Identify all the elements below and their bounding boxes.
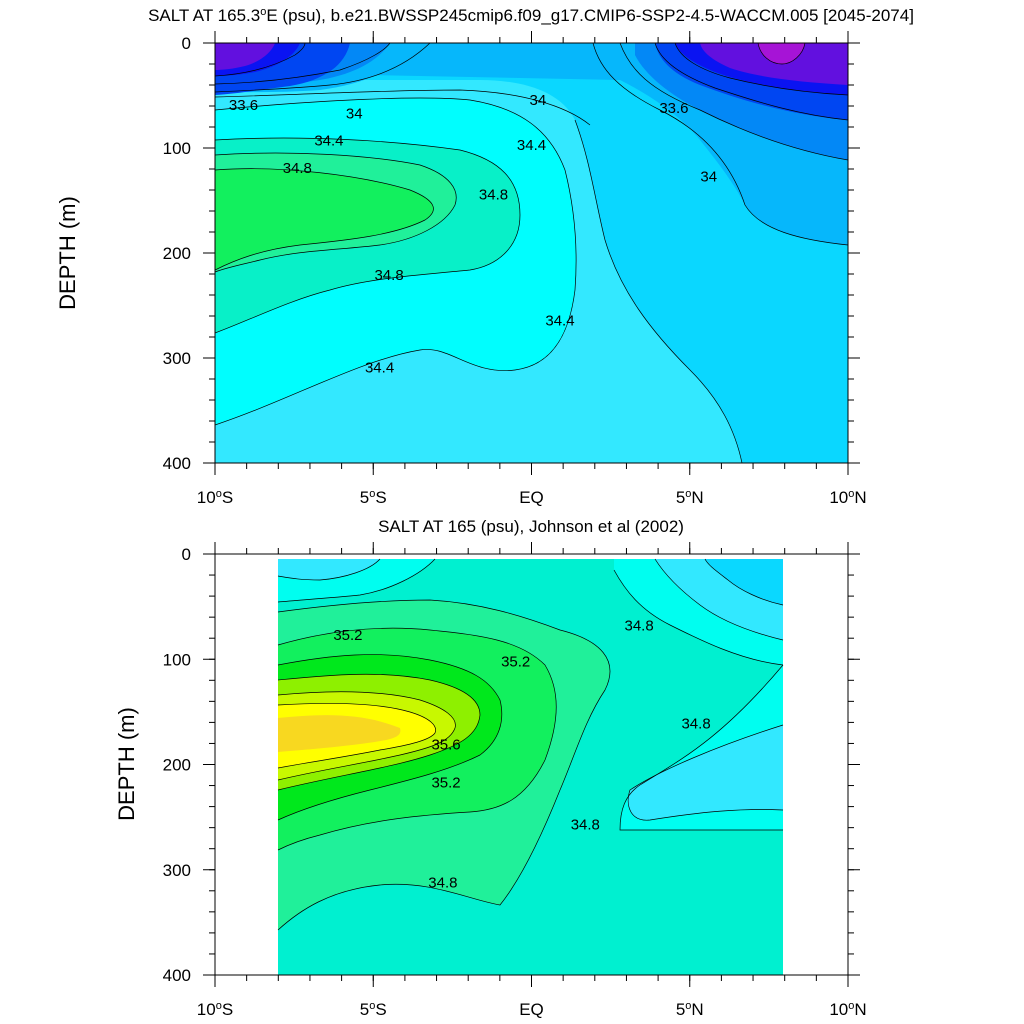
fill-level-35.7 [278, 715, 401, 752]
contour-label: 34.8 [571, 817, 600, 834]
contour-line [215, 168, 434, 271]
fill-level-35.0 [215, 168, 434, 270]
contour-label: 34.8 [681, 716, 710, 733]
chart-title: SALT AT 165.3oE (psu), b.e21.BWSSP245cmi… [148, 6, 914, 25]
contour-line [215, 152, 457, 273]
contour-fill [215, 43, 848, 463]
y-tick-label: 0 [182, 34, 191, 53]
fill-level-32.8 [758, 43, 805, 64]
contour-line [215, 137, 521, 334]
y-tick-label: 0 [182, 545, 191, 564]
contour-line [757, 43, 806, 65]
contour-label: 34.8 [374, 267, 403, 284]
contour-line [277, 691, 456, 781]
x-tick-label: 5oN [676, 1000, 704, 1019]
panel-observations: SALT AT 165 (psu), Johnson et al (2002) [114, 517, 867, 1019]
fill-level-33.0 [215, 43, 275, 70]
contour-label: 34.4 [517, 137, 546, 154]
contour-lines [277, 558, 784, 931]
y-tick-label: 100 [163, 650, 191, 669]
contour-line [619, 664, 784, 831]
contour-line [277, 703, 436, 769]
panel-model: SALT AT 165.3oE (psu), b.e21.BWSSP245cmi… [55, 6, 914, 507]
y-tick-label: 400 [163, 966, 191, 985]
contour-line [627, 724, 784, 821]
contour-line [592, 43, 848, 246]
y-tick-label: 400 [163, 454, 191, 473]
contour-label: 34.4 [365, 360, 394, 377]
contour-line [215, 97, 577, 426]
contour-line [277, 673, 481, 791]
contour-label: 34.8 [479, 186, 508, 203]
y-tick-label: 300 [163, 349, 191, 368]
contour-line [277, 558, 381, 581]
contour-line [574, 119, 743, 463]
contour-label: 33.6 [229, 97, 258, 114]
fill-level-34.2 [705, 559, 783, 605]
contour-label: 34.8 [625, 618, 654, 635]
contour-line [674, 43, 848, 96]
contour-label: 34 [346, 105, 363, 122]
contour-label: 35.2 [431, 774, 460, 791]
contour-line [277, 654, 503, 821]
contour-line [215, 43, 431, 93]
x-tick-label: 5oS [360, 1000, 387, 1019]
y-tick-label: 200 [163, 756, 191, 775]
contour-line [619, 43, 848, 161]
contour-line [654, 558, 784, 641]
x-tick-label: EQ [519, 488, 544, 507]
contour-lines [215, 43, 848, 463]
contour-label: 34.8 [428, 874, 457, 891]
contour-label: 34.4 [545, 312, 574, 329]
x-tick-label: 10oS [197, 488, 233, 507]
x-tick-label: 10oN [829, 488, 866, 507]
contour-line [704, 558, 784, 606]
contour-label: 34.8 [283, 160, 312, 177]
contour-line [277, 599, 611, 931]
contour-label: 35.6 [431, 737, 460, 754]
x-tick-label: 5oS [360, 488, 387, 507]
fill-level-34.4 [628, 725, 783, 821]
fill-level-34.0 [215, 43, 848, 463]
chart-title: SALT AT 165 (psu), Johnson et al (2002) [378, 517, 684, 536]
axes: 10oS 5oS EQ 5oN 10oN 0 100 200 300 400 [163, 542, 867, 1019]
contour-line [277, 558, 436, 603]
y-tick-label: 100 [163, 139, 191, 158]
fill-level-33.0 [700, 43, 848, 85]
y-tick-label: 200 [163, 244, 191, 263]
contour-label: 35.2 [501, 653, 530, 670]
contour-line [613, 569, 784, 666]
contour-line [215, 43, 391, 85]
x-tick-label: 10oS [197, 1000, 233, 1019]
y-axis-label: DEPTH (m) [114, 707, 139, 821]
contour-fill [278, 559, 783, 975]
y-tick-label: 300 [163, 861, 191, 880]
contour-label: 34.4 [314, 133, 343, 150]
contour-label: 34 [700, 168, 717, 185]
contour-label: 33.6 [659, 100, 688, 117]
contour-line [215, 43, 306, 77]
contour-labels: 35.2 35.2 34.8 35.6 34.8 35.2 34.8 34.8 [333, 618, 710, 892]
contour-line [277, 627, 557, 851]
contour-line [654, 43, 848, 121]
contour-line [215, 89, 591, 126]
y-axis-label: DEPTH (m) [55, 196, 80, 310]
contour-label: 35.2 [333, 627, 362, 644]
fill-level-34.4 [278, 559, 380, 580]
x-tick-label: EQ [519, 1000, 544, 1019]
axes: 10oS 5oS EQ 5oN 10oN 0 100 200 300 400 [163, 31, 867, 507]
x-tick-label: 10oN [829, 1000, 866, 1019]
contour-label: 34 [529, 92, 546, 109]
x-tick-label: 5oN [676, 488, 704, 507]
